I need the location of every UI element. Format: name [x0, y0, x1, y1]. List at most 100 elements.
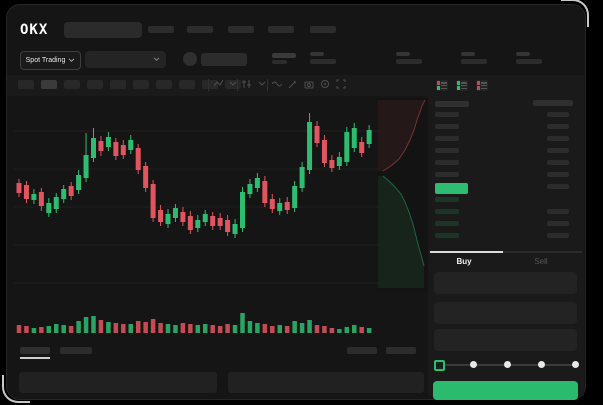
chevron-down-icon[interactable] — [257, 79, 267, 89]
book-bids-icon[interactable] — [456, 80, 468, 91]
stat-label-placeholder-1 — [310, 52, 324, 56]
nav-item-5[interactable] — [310, 26, 336, 33]
nav-item-2[interactable] — [187, 26, 213, 33]
bottom-panel-left — [19, 372, 217, 393]
ask-row-price[interactable] — [435, 124, 459, 129]
total-input[interactable] — [434, 329, 577, 351]
bid-row-amount — [547, 221, 569, 226]
bid-row-price[interactable] — [435, 197, 459, 202]
pair-name-placeholder — [201, 53, 247, 66]
ask-row-price[interactable] — [435, 136, 459, 141]
toolbar-separator-3 — [267, 79, 268, 91]
depth-chart — [378, 98, 428, 290]
bottom-tab-2[interactable] — [60, 347, 92, 354]
orderbook-col-header-price — [435, 101, 469, 107]
market-type-selector[interactable]: Spot Trading — [20, 51, 81, 70]
compare-icon[interactable] — [242, 79, 252, 89]
ask-row-amount — [547, 112, 569, 117]
bid-row-price[interactable] — [435, 221, 459, 226]
price-change-placeholder — [272, 60, 287, 64]
candlestick-chart[interactable] — [14, 98, 386, 338]
bottom-tab-1[interactable] — [20, 347, 50, 354]
ask-row-price[interactable] — [435, 112, 459, 117]
chevron-down-icon — [68, 58, 75, 63]
mode-lines — [441, 81, 447, 90]
ask-row-amount — [547, 172, 569, 177]
price-input[interactable] — [434, 272, 577, 294]
timeframe-button-2[interactable] — [41, 80, 57, 89]
mode-color-column — [437, 81, 440, 90]
bid-row-amount — [547, 233, 569, 238]
draw-icon[interactable] — [288, 79, 298, 89]
toolbar-separator-1 — [208, 79, 209, 91]
slider-stop-25pct[interactable] — [470, 361, 477, 368]
buy-submit-button[interactable] — [433, 381, 578, 400]
tab-buy[interactable]: Buy — [456, 257, 472, 266]
tab-sell[interactable]: Sell — [534, 257, 548, 266]
ask-row-price[interactable] — [435, 172, 459, 177]
book-asks-icon[interactable] — [476, 80, 488, 91]
timeframe-button-1[interactable] — [18, 80, 34, 89]
sell-tab-underline — [503, 251, 582, 253]
stat-value-placeholder-1 — [310, 59, 336, 64]
buy-tab-underline — [430, 251, 503, 253]
bottom-action-2[interactable] — [386, 347, 416, 354]
wave-icon[interactable] — [272, 79, 282, 89]
chevron-down-icon — [153, 57, 160, 62]
timeframe-button-3[interactable] — [64, 80, 80, 89]
nav-item-1[interactable] — [148, 26, 174, 33]
timeframe-button-8[interactable] — [179, 80, 195, 89]
slider-stop-0pct[interactable] — [434, 360, 445, 371]
ask-row-amount — [547, 148, 569, 153]
bottom-panel-right — [228, 372, 424, 393]
settings-icon[interactable] — [320, 79, 330, 89]
okx-logo: OKX — [20, 22, 49, 38]
timeframe-button-9[interactable] — [202, 80, 218, 89]
mode-color-column — [477, 81, 480, 90]
timeframe-button-7[interactable] — [156, 80, 172, 89]
stat-label-placeholder-4 — [516, 52, 530, 56]
book-all-icon[interactable] — [436, 80, 448, 91]
chevron-down-icon[interactable] — [228, 79, 238, 89]
amount-input[interactable] — [434, 302, 577, 324]
ask-row-amount — [547, 160, 569, 165]
bid-row-price[interactable] — [435, 209, 459, 214]
slider-stop-75pct[interactable] — [538, 361, 545, 368]
bottom-tab-active-underline — [20, 357, 50, 359]
mode-lines — [461, 81, 467, 90]
stat-value-placeholder-4 — [516, 59, 542, 64]
nav-item-3[interactable] — [228, 26, 254, 33]
ask-row-price[interactable] — [435, 160, 459, 165]
coin-avatar — [183, 52, 197, 66]
ask-row-amount — [547, 136, 569, 141]
timeframe-button-4[interactable] — [87, 80, 103, 89]
toolbar-separator-2 — [237, 79, 238, 91]
last-price-highlight[interactable] — [435, 183, 468, 194]
timeframe-button-5[interactable] — [110, 80, 126, 89]
ask-row-amount — [547, 124, 569, 129]
mode-color-column — [457, 81, 460, 90]
bid-row-amount — [547, 209, 569, 214]
camera-icon[interactable] — [304, 79, 314, 89]
bottom-action-1[interactable] — [347, 347, 377, 354]
stat-label-placeholder-2 — [396, 52, 410, 56]
mode-lines — [481, 81, 487, 90]
timeframe-button-6[interactable] — [133, 80, 149, 89]
stat-value-placeholder-2 — [396, 59, 422, 64]
stat-label-placeholder-3 — [461, 52, 475, 56]
last-price-placeholder — [272, 53, 296, 58]
pair-selector-dropdown[interactable] — [85, 51, 166, 68]
search-input[interactable] — [64, 22, 142, 38]
nav-item-4[interactable] — [268, 26, 294, 33]
bid-row-price[interactable] — [435, 233, 459, 238]
slider-stop-100pct[interactable] — [572, 361, 579, 368]
stat-value-placeholder-3 — [461, 59, 487, 64]
ask-row-price[interactable] — [435, 148, 459, 153]
indicator-icon[interactable] — [214, 79, 224, 89]
slider-stop-50pct[interactable] — [504, 361, 511, 368]
orderbook-trade-pane: Buy Sell — [428, 75, 584, 400]
market-type-label: Spot Trading — [25, 57, 66, 64]
ask-row-amount — [547, 184, 569, 189]
fullscreen-icon[interactable] — [336, 79, 346, 89]
